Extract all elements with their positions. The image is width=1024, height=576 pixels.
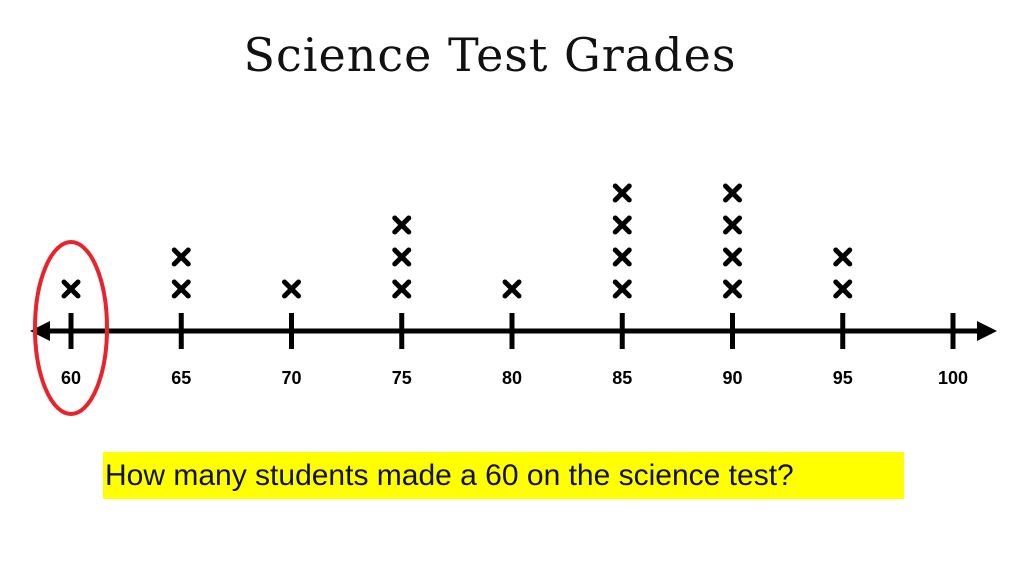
dot-plot: 60 65 70 75 80 85 90 95 100 (30, 183, 997, 416)
x-mark (833, 279, 853, 299)
tick-labels: 60 65 70 75 80 85 90 95 100 (61, 368, 968, 388)
slide-title: Science Test Grades (243, 28, 737, 82)
x-mark (502, 279, 522, 299)
tick-label: 100 (938, 368, 968, 388)
x-mark (612, 279, 632, 299)
tick-label: 90 (722, 368, 742, 388)
question-banner: How many students made a 60 on the scien… (103, 452, 904, 499)
x-mark (723, 183, 742, 203)
x-mark (612, 183, 632, 203)
x-mark (833, 247, 853, 267)
x-mark (171, 279, 191, 299)
tick-label: 75 (392, 368, 412, 388)
tick-marks (68, 313, 956, 349)
x-mark (171, 247, 191, 267)
axis-arrow-left (30, 321, 50, 341)
axis-arrow-right (977, 321, 997, 341)
x-mark (612, 215, 632, 235)
tick-label: 85 (612, 368, 632, 388)
x-mark (61, 279, 81, 299)
x-marks (61, 183, 853, 299)
x-mark (723, 247, 742, 267)
x-mark (392, 279, 412, 299)
x-mark (723, 279, 742, 299)
tick-label: 80 (502, 368, 522, 388)
tick-label: 60 (61, 368, 81, 388)
tick-label: 65 (171, 368, 191, 388)
x-mark (723, 215, 742, 235)
highlight-circle (33, 240, 109, 416)
x-mark (612, 247, 632, 267)
tick-label: 95 (833, 368, 853, 388)
highlight-ellipse (33, 240, 109, 416)
x-mark (392, 247, 412, 267)
x-mark (282, 279, 301, 299)
tick-label: 70 (281, 368, 301, 388)
x-mark (392, 215, 412, 235)
